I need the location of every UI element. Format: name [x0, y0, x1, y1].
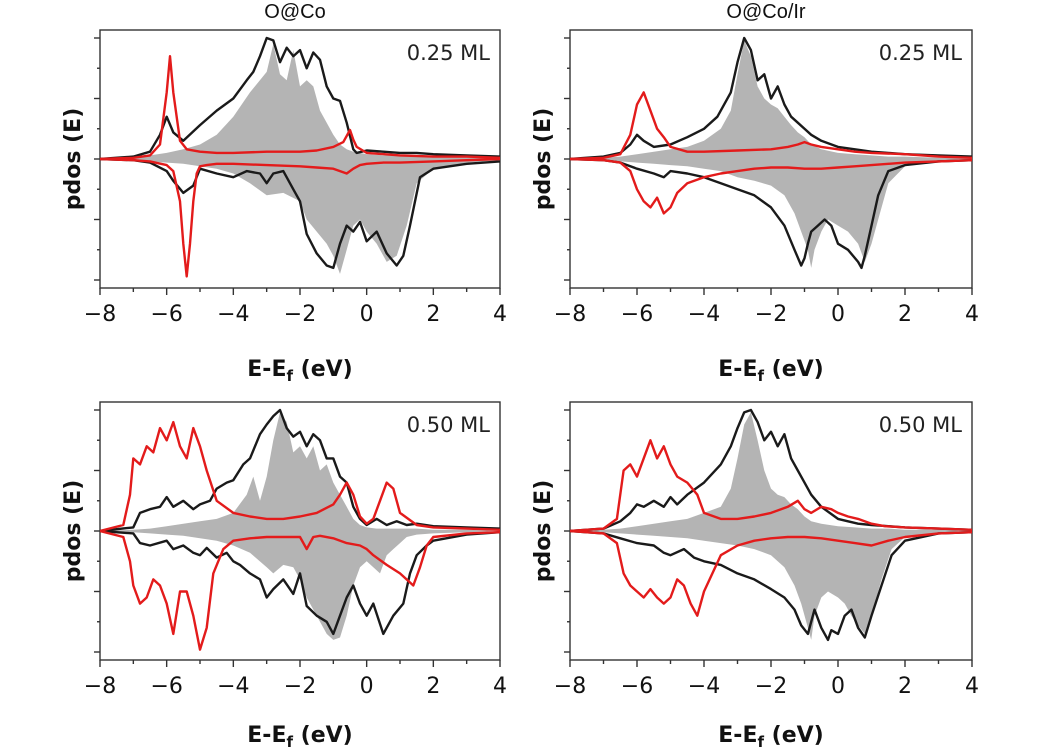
x-tick-label: −6 — [150, 302, 182, 327]
y-axis-label: pdos (E) — [61, 480, 86, 583]
coverage-annotation: 0.25 ML — [879, 41, 963, 65]
x-tick-label: −2 — [755, 674, 787, 699]
series-black_down — [100, 157, 500, 270]
pdos-panel-3: −8 −6 −4 −2 0 2 4 0.50 ML pdos (E) E-Ef (eV) — [61, 401, 507, 751]
series-gray_up — [570, 40, 972, 159]
x-tick-label: 4 — [493, 302, 507, 327]
series-black_down — [570, 529, 972, 642]
x-tick-label: −6 — [621, 302, 653, 327]
series-red_down — [100, 529, 500, 651]
series-gray_down — [100, 159, 500, 274]
series-black_down — [570, 157, 972, 270]
series-red_up — [100, 55, 500, 161]
x-tick-label: −8 — [554, 302, 586, 327]
x-tick-label: −8 — [84, 674, 116, 699]
plot-area — [100, 408, 500, 651]
x-tick-label: 2 — [898, 674, 912, 699]
series-gray_down — [570, 159, 972, 268]
series-gray_up — [100, 44, 500, 159]
x-tick-label: −4 — [688, 674, 720, 699]
pdos-panel-4: −8 −6 −4 −2 0 2 4 0.50 ML pdos (E) E-Ef (eV) — [531, 401, 979, 751]
x-tick-label: 0 — [831, 302, 845, 327]
series-black_up — [570, 408, 972, 533]
y-axis-label: pdos (E) — [61, 108, 86, 211]
x-tick-label: 4 — [965, 302, 979, 327]
series-red_up — [100, 420, 500, 533]
series-black_up — [100, 408, 500, 533]
series-red_down — [570, 157, 972, 215]
plot-area — [100, 36, 500, 278]
series-gray_down — [100, 531, 500, 640]
column-title-left: O@Co — [264, 1, 325, 23]
series-red_down — [100, 157, 500, 278]
y-axis-label: pdos (E) — [531, 108, 556, 211]
x-tick-label: −2 — [284, 674, 316, 699]
x-tick-label: −8 — [84, 302, 116, 327]
x-tick-label: 4 — [493, 674, 507, 699]
x-tick-label: −4 — [217, 674, 249, 699]
series-gray_up — [570, 412, 972, 531]
coverage-annotation: 0.25 ML — [407, 41, 491, 65]
series-red_up — [570, 91, 972, 161]
series-red_up — [570, 439, 972, 533]
coverage-annotation: 0.50 ML — [407, 413, 491, 437]
x-tick-label: −8 — [554, 674, 586, 699]
x-tick-label: −4 — [217, 302, 249, 327]
series-black_down — [100, 529, 500, 636]
series-red_down — [570, 529, 972, 617]
plot-area — [570, 408, 972, 642]
coverage-annotation: 0.50 ML — [879, 413, 963, 437]
x-axis-label: E-Ef (eV) — [718, 357, 823, 385]
x-tick-label: −2 — [284, 302, 316, 327]
pdos-panel-2: −8 −6 −4 −2 0 2 4 0.25 ML pdos (E) E-Ef (eV) — [531, 29, 979, 385]
x-axis-label: E-Ef (eV) — [718, 723, 823, 751]
x-tick-label: 0 — [360, 302, 374, 327]
x-tick-label: 2 — [426, 302, 440, 327]
plot-area — [570, 36, 972, 270]
x-axis-label: E-Ef (eV) — [247, 723, 352, 751]
y-axis-label: pdos (E) — [531, 480, 556, 583]
column-title-right: O@Co/Ir — [726, 1, 806, 23]
pdos-panel-1: −8 −6 −4 −2 0 2 4 0.25 ML pdos (E) E-Ef (eV) — [61, 29, 507, 385]
series-gray_up — [100, 412, 500, 531]
x-axis-label: E-Ef (eV) — [247, 357, 352, 385]
x-tick-label: −6 — [150, 674, 182, 699]
x-tick-label: −4 — [688, 302, 720, 327]
x-tick-label: 2 — [898, 302, 912, 327]
x-tick-label: 4 — [965, 674, 979, 699]
x-tick-label: 0 — [360, 674, 374, 699]
x-tick-label: 0 — [831, 674, 845, 699]
x-tick-label: −2 — [755, 302, 787, 327]
series-black_up — [570, 36, 972, 161]
x-tick-label: 2 — [426, 674, 440, 699]
x-tick-label: −6 — [621, 674, 653, 699]
